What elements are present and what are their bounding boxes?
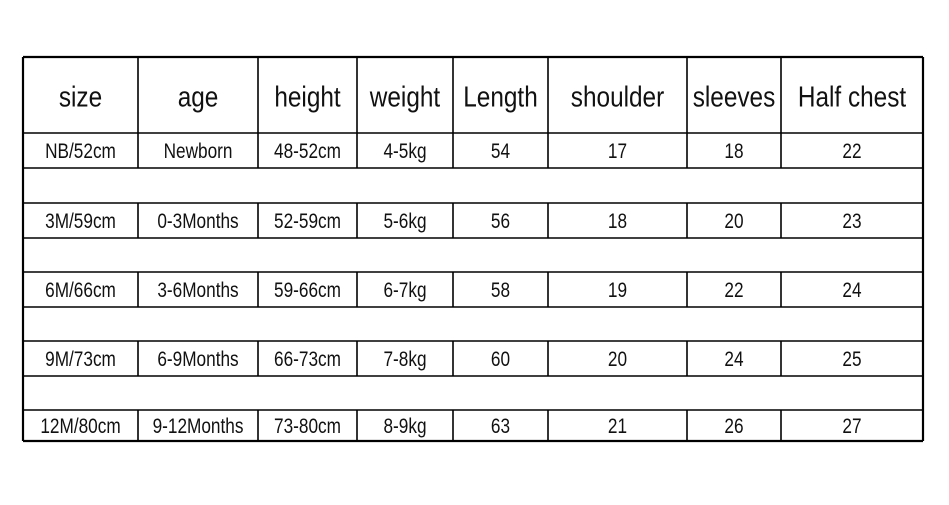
cell-group: 17 bbox=[608, 141, 627, 164]
cell-group: sleeves bbox=[693, 81, 776, 113]
cell-group: 21 bbox=[608, 416, 627, 439]
table-cell: 20 bbox=[724, 211, 743, 234]
cell-group: NB/52cm bbox=[45, 141, 116, 164]
cell-group: age bbox=[178, 81, 219, 113]
table-cell: 19 bbox=[608, 280, 627, 303]
cell-group: Length bbox=[463, 81, 537, 113]
header-cell: weight bbox=[369, 81, 441, 113]
cell-group: weight bbox=[369, 81, 441, 113]
table-cell: 5-6kg bbox=[383, 211, 426, 234]
cell-group: 22 bbox=[724, 280, 743, 303]
table-cell: 63 bbox=[491, 416, 510, 439]
table-cell: 4-5kg bbox=[383, 141, 426, 164]
cell-group: 6-7kg bbox=[383, 280, 426, 303]
cell-group: 56 bbox=[491, 211, 510, 234]
cell-group: 9-12Months bbox=[153, 416, 244, 439]
cell-group: size bbox=[59, 81, 102, 113]
table-cell: 21 bbox=[608, 416, 627, 439]
table-cell: 6-9Months bbox=[157, 349, 238, 372]
cell-group: 6M/66cm bbox=[45, 280, 116, 303]
cell-group: 6-9Months bbox=[157, 349, 238, 372]
table-cell: 12M/80cm bbox=[40, 416, 120, 439]
table-cell: 48-52cm bbox=[274, 141, 341, 164]
header-cell: shoulder bbox=[571, 81, 664, 113]
table-cell: 24 bbox=[724, 349, 743, 372]
table-cell: 22 bbox=[724, 280, 743, 303]
table-cell: 9M/73cm bbox=[45, 349, 116, 372]
table-cell: 60 bbox=[491, 349, 510, 372]
cell-group: 0-3Months bbox=[157, 211, 238, 234]
table-cell: Newborn bbox=[164, 141, 233, 164]
cell-group: 59-66cm bbox=[274, 280, 341, 303]
header-cell: sleeves bbox=[693, 81, 776, 113]
cell-group: 20 bbox=[608, 349, 627, 372]
cell-group: 7-8kg bbox=[383, 349, 426, 372]
table-cell: 27 bbox=[842, 416, 861, 439]
table-cell: 24 bbox=[842, 280, 861, 303]
cell-group: 20 bbox=[724, 211, 743, 234]
table-cell: 6-7kg bbox=[383, 280, 426, 303]
cell-group: 23 bbox=[842, 211, 861, 234]
cell-group: 5-6kg bbox=[383, 211, 426, 234]
cell-group: Half chest bbox=[798, 81, 907, 113]
table-cell: 25 bbox=[842, 349, 861, 372]
cell-group: 18 bbox=[608, 211, 627, 234]
cell-group: 22 bbox=[842, 141, 861, 164]
header-cell: Length bbox=[463, 81, 537, 113]
cell-group: 3-6Months bbox=[157, 280, 238, 303]
table-cell: 3-6Months bbox=[157, 280, 238, 303]
cell-group: 54 bbox=[491, 141, 510, 164]
cell-group: 8-9kg bbox=[383, 416, 426, 439]
header-cell: Half chest bbox=[798, 81, 907, 113]
cell-group: 60 bbox=[491, 349, 510, 372]
table-cell: 18 bbox=[724, 141, 743, 164]
table-cell: 22 bbox=[842, 141, 861, 164]
cell-group: height bbox=[274, 81, 341, 113]
table-cell: 56 bbox=[491, 211, 510, 234]
table-cell: NB/52cm bbox=[45, 141, 116, 164]
table-cell: 17 bbox=[608, 141, 627, 164]
header-cell: height bbox=[274, 81, 341, 113]
cell-group: 66-73cm bbox=[274, 349, 341, 372]
cell-group: 25 bbox=[842, 349, 861, 372]
table-cell: 26 bbox=[724, 416, 743, 439]
table-cell: 3M/59cm bbox=[45, 211, 116, 234]
table-cell: 52-59cm bbox=[274, 211, 341, 234]
cell-group: 52-59cm bbox=[274, 211, 341, 234]
table-cell: 73-80cm bbox=[274, 416, 341, 439]
table-cell: 59-66cm bbox=[274, 280, 341, 303]
table-cell: 58 bbox=[491, 280, 510, 303]
table-cell: 66-73cm bbox=[274, 349, 341, 372]
cell-group: 27 bbox=[842, 416, 861, 439]
table-cell: 8-9kg bbox=[383, 416, 426, 439]
table-cell: 20 bbox=[608, 349, 627, 372]
cell-group: 18 bbox=[724, 141, 743, 164]
header-cell: age bbox=[178, 81, 219, 113]
cell-group: 19 bbox=[608, 280, 627, 303]
cell-group: 4-5kg bbox=[383, 141, 426, 164]
cell-group: 12M/80cm bbox=[40, 416, 120, 439]
table-cell: 7-8kg bbox=[383, 349, 426, 372]
table-cell: 23 bbox=[842, 211, 861, 234]
cell-group: Newborn bbox=[164, 141, 233, 164]
cell-group: 48-52cm bbox=[274, 141, 341, 164]
cell-group: 26 bbox=[724, 416, 743, 439]
cell-group: 3M/59cm bbox=[45, 211, 116, 234]
cell-group: shoulder bbox=[571, 81, 664, 113]
cell-group: 24 bbox=[842, 280, 861, 303]
cell-group: 24 bbox=[724, 349, 743, 372]
table-cell: 0-3Months bbox=[157, 211, 238, 234]
cell-group: 9M/73cm bbox=[45, 349, 116, 372]
cell-group: 73-80cm bbox=[274, 416, 341, 439]
table-cell: 6M/66cm bbox=[45, 280, 116, 303]
table-cell: 18 bbox=[608, 211, 627, 234]
cell-group: 58 bbox=[491, 280, 510, 303]
cell-group: 63 bbox=[491, 416, 510, 439]
table-cell: 9-12Months bbox=[153, 416, 244, 439]
table-cell: 54 bbox=[491, 141, 510, 164]
header-cell: size bbox=[59, 81, 102, 113]
